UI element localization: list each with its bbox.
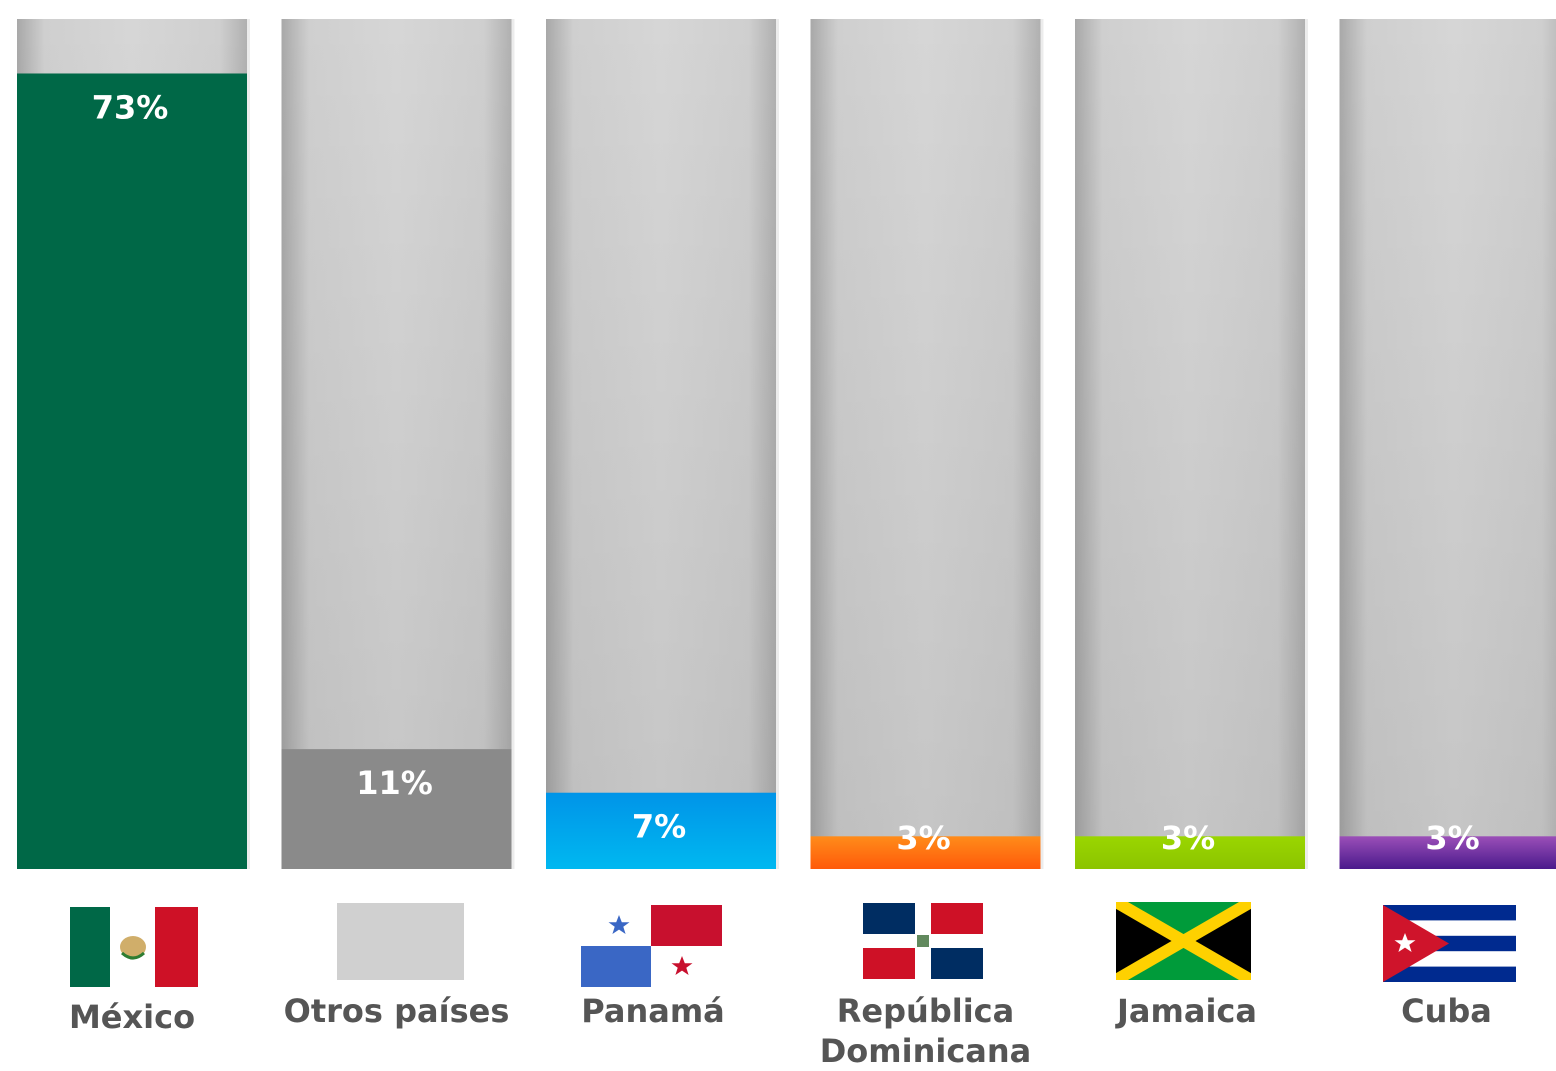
data-label-4: 3% [1161,819,1215,857]
data-label-2: 7% [632,808,686,846]
bar-track-shade-4 [1075,19,1305,869]
bar-track-edge-3 [1041,19,1044,869]
data-label-0: 73% [92,88,169,126]
data-label-5: 3% [1425,819,1479,857]
cuba-flag-icon [1383,905,1516,982]
category-label-2: Panamá [508,991,798,1031]
category-label-0: México [0,997,277,1037]
jamaica-flag-icon [1116,902,1251,980]
category-label-line: Dominicana [781,1031,1071,1071]
category-label-line: República [781,991,1071,1031]
bar-track-edge-1 [512,19,515,869]
category-label-line: Otros países [252,991,542,1031]
bar-track-shade-5 [1340,19,1556,869]
bar-track-shade-2 [546,19,776,869]
category-label-line: Cuba [1302,991,1556,1031]
bar-track-edge-4 [1305,19,1308,869]
data-label-3: 3% [896,819,950,857]
category-label-5: Cuba [1302,991,1556,1031]
bar-track-edge-0 [247,19,250,869]
bar-track-edge-2 [776,19,779,869]
gray-swatch-icon [337,903,464,980]
dominican-republic-flag-icon [863,903,983,979]
bar-0 [17,73,247,869]
category-label-line: Panamá [508,991,798,1031]
bar-track-shade-1 [282,19,512,869]
category-label-line: México [0,997,277,1037]
panama-flag-icon [581,905,722,987]
category-label-1: Otros países [252,991,542,1031]
data-label-1: 11% [356,764,433,802]
category-label-line: Jamaica [1042,991,1332,1031]
category-label-4: Jamaica [1042,991,1332,1031]
mexico-flag-icon [70,907,198,987]
bar-track-shade-3 [811,19,1041,869]
